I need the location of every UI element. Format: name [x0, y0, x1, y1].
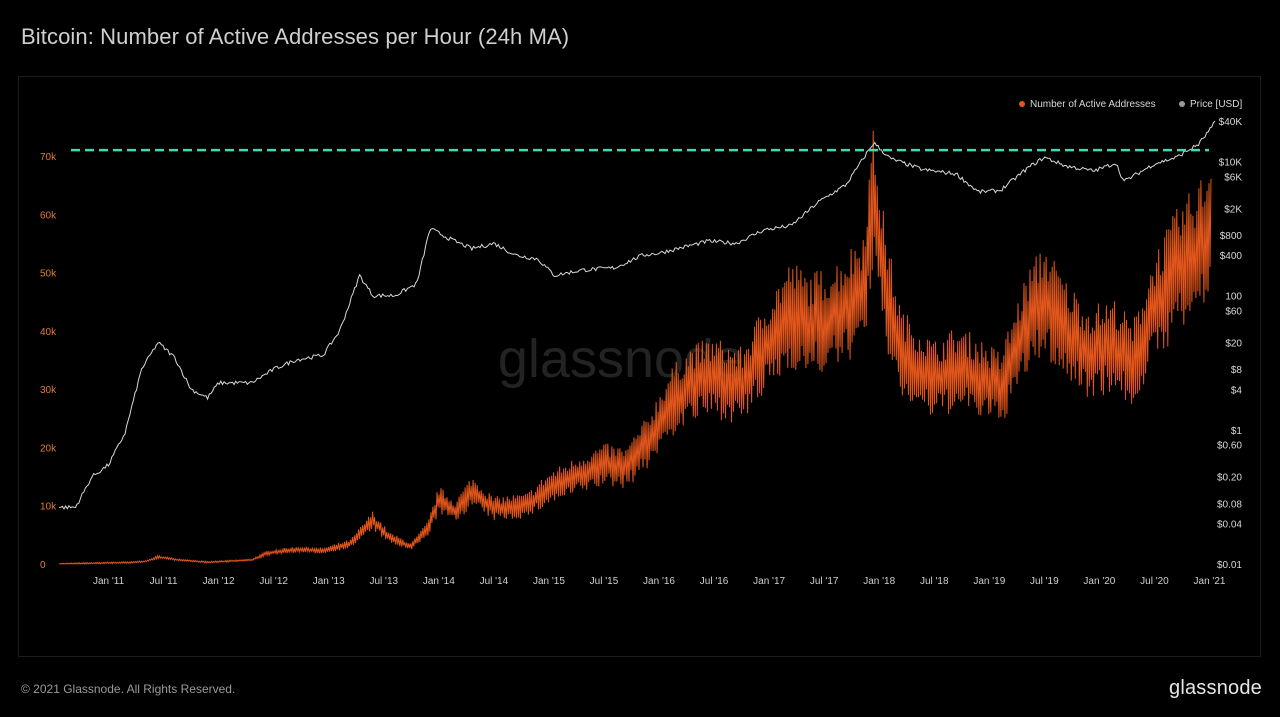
x-axis: Jan '11 Jul '11 Jan '12 Jul '12 Jan '13 Jul '…	[93, 576, 1226, 587]
x-axis-tick-label: Jan '11	[93, 576, 125, 587]
chart-title: Bitcoin: Number of Active Addresses per …	[21, 24, 570, 49]
price-line	[58, 120, 1216, 510]
left-axis-tick-label: 60k	[40, 210, 57, 221]
x-axis-tick-label: Jul '18	[920, 576, 949, 587]
left-axis-tick-label: 50k	[40, 269, 57, 280]
x-axis-tick-label: Jan '16	[643, 576, 675, 587]
legend: Number of Active Addresses Price [USD]	[1019, 99, 1242, 110]
legend-marker-addresses	[1019, 101, 1025, 107]
right-axis-tick-label: $60	[1225, 306, 1242, 317]
chart-panel: glassnode Number of Active Addresses Pri…	[18, 76, 1261, 657]
x-axis-tick-label: Jul '11	[150, 576, 178, 587]
x-axis-tick-label: Jan '20	[1083, 576, 1115, 587]
x-axis-tick-label: Jul '14	[480, 576, 509, 587]
x-axis-tick-label: Jan '21	[1194, 576, 1226, 587]
left-axis-tick-label: 10k	[40, 502, 57, 513]
left-axis-tick-label: 0	[40, 560, 46, 571]
x-axis-tick-label: Jul '16	[700, 576, 729, 587]
right-axis-tick-label: $8	[1231, 365, 1243, 376]
right-axis-tick-label: $0.01	[1217, 560, 1242, 571]
x-axis-tick-label: Jan '18	[863, 576, 895, 587]
addresses-series	[58, 130, 1212, 565]
x-axis-tick-label: Jan '13	[313, 576, 345, 587]
right-axis-tick-label: $0.04	[1217, 520, 1242, 531]
x-axis-tick-label: Jan '14	[423, 576, 455, 587]
copyright-text: © 2021 Glassnode. All Rights Reserved.	[21, 682, 236, 696]
legend-label-addresses: Number of Active Addresses	[1030, 99, 1156, 110]
left-axis-tick-label: 20k	[40, 443, 57, 454]
x-axis-tick-label: Jul '17	[810, 576, 839, 587]
x-axis-tick-label: Jan '12	[203, 576, 235, 587]
legend-marker-price	[1179, 101, 1185, 107]
chart-svg: glassnode Number of Active Addresses Pri…	[40, 99, 1242, 587]
right-axis: $40K $10K $6K $2K $800 $400 100 $60 $20 $8 $4 $1 $0.…	[1217, 117, 1242, 571]
x-axis-tick-label: Jan '19	[973, 576, 1005, 587]
right-axis-tick-label: $20	[1225, 339, 1242, 350]
right-axis-tick-label: $40K	[1219, 117, 1243, 128]
price-series	[58, 120, 1216, 510]
left-axis-tick-label: 70k	[40, 152, 57, 163]
x-axis-tick-label: Jul '20	[1140, 576, 1169, 587]
left-axis-tick-label: 30k	[40, 385, 57, 396]
right-axis-tick-label: $800	[1220, 231, 1243, 242]
right-axis-tick-label: $6K	[1224, 172, 1242, 183]
addresses-line	[58, 130, 1212, 565]
right-axis-tick-label: 100	[1225, 292, 1242, 303]
x-axis-tick-label: Jul '13	[369, 576, 398, 587]
x-axis-tick-label: Jul '12	[259, 576, 288, 587]
right-axis-tick-label: $10K	[1219, 157, 1243, 168]
left-axis: 0 10k 20k 30k 40k 50k 60k 70k	[40, 152, 57, 571]
glassnode-logo: glassnode	[1169, 677, 1262, 699]
right-axis-tick-label: $0.60	[1217, 441, 1242, 452]
right-axis-tick-label: $4	[1231, 385, 1243, 396]
right-axis-tick-label: $1	[1231, 426, 1243, 437]
right-axis-tick-label: $0.08	[1217, 499, 1242, 510]
legend-label-price: Price [USD]	[1190, 99, 1242, 110]
left-axis-tick-label: 40k	[40, 327, 57, 338]
right-axis-tick-label: $2K	[1224, 204, 1242, 215]
right-axis-tick-label: $400	[1220, 251, 1243, 262]
x-axis-tick-label: Jan '17	[753, 576, 785, 587]
x-axis-tick-label: Jul '15	[590, 576, 619, 587]
x-axis-tick-label: Jul '19	[1030, 576, 1059, 587]
right-axis-tick-label: $0.20	[1217, 473, 1242, 484]
x-axis-tick-label: Jan '15	[533, 576, 565, 587]
